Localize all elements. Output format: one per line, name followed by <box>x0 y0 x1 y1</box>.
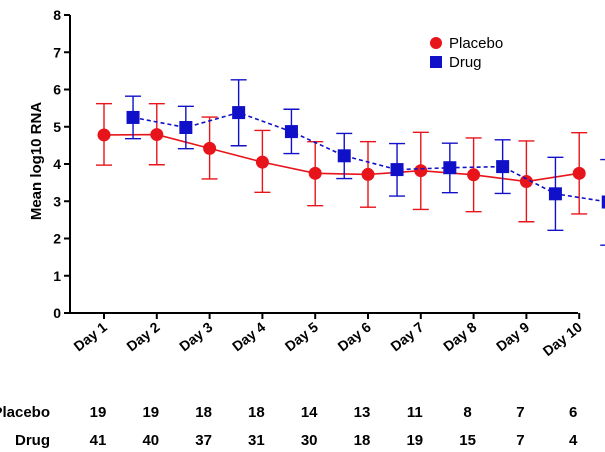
y-tick-label: 7 <box>53 44 61 60</box>
count-row-label: Placebo <box>0 404 50 421</box>
count-cell: 4 <box>569 432 578 449</box>
data-point <box>572 166 586 180</box>
y-tick-label: 5 <box>53 119 61 135</box>
x-tick-label: Day 1 <box>71 319 110 355</box>
series-line <box>103 133 580 183</box>
count-cell: 19 <box>142 404 159 421</box>
data-point <box>284 125 298 139</box>
count-cell: 41 <box>90 432 107 449</box>
y-tick-label: 8 <box>53 7 61 23</box>
count-cell: 18 <box>195 404 212 421</box>
data-point <box>390 163 404 177</box>
y-tick-label: 0 <box>53 305 61 321</box>
series-line <box>132 111 605 203</box>
x-tick-label: Day 6 <box>335 319 374 355</box>
count-cell: 7 <box>516 432 524 449</box>
data-point <box>179 120 193 134</box>
data-point <box>337 149 351 163</box>
x-tick-label: Day 5 <box>282 319 321 355</box>
count-cell: 18 <box>248 404 265 421</box>
y-tick-label: 4 <box>53 156 61 172</box>
x-tick-label: Day 2 <box>123 319 162 355</box>
x-tick-label: Day 4 <box>229 319 268 355</box>
x-axis-ticks: Day 1 Day 2 Day 3 Day 4 Day 5 Day 6 Day 7 Day 8… <box>71 313 586 360</box>
data-point <box>601 195 605 209</box>
data-point <box>150 128 164 142</box>
count-cell: 31 <box>248 432 265 449</box>
count-cell: 6 <box>569 404 577 421</box>
data-point <box>548 187 562 201</box>
legend-marker <box>430 37 442 49</box>
y-tick-label: 2 <box>53 231 61 247</box>
data-point <box>414 164 428 178</box>
count-cell: 7 <box>516 404 524 421</box>
legend-label: Drug <box>449 54 482 71</box>
count-row-label: Drug <box>15 432 50 449</box>
data-point <box>361 167 375 181</box>
count-cell: 19 <box>406 432 423 449</box>
count-cell: 13 <box>354 404 371 421</box>
x-tick-label: Day 10 <box>540 319 586 360</box>
y-tick-label: 3 <box>53 193 61 209</box>
data-point <box>467 168 481 182</box>
count-cell: 18 <box>354 432 371 449</box>
x-tick-label: Day 9 <box>493 319 532 355</box>
counts-table: Placebo 19 19 18 18 14 13 11 8 7 6 Drug 41 40 37 31 30 18… <box>0 404 578 449</box>
y-tick-label: 1 <box>53 268 61 284</box>
count-cell: 11 <box>407 404 423 421</box>
y-tick-label: 6 <box>53 82 61 98</box>
count-cell: 15 <box>459 432 476 449</box>
y-axis-title: Mean log10 RNA <box>28 102 45 221</box>
data-point <box>443 161 457 175</box>
count-cell: 37 <box>195 432 212 449</box>
data-point <box>203 141 217 155</box>
count-cell: 40 <box>142 432 159 449</box>
y-axis-ticks: 0 1 2 3 4 5 6 7 8 <box>53 7 70 321</box>
legend: Placebo Drug <box>430 35 503 71</box>
count-cell: 14 <box>301 404 318 421</box>
data-point <box>496 160 510 174</box>
legend-label: Placebo <box>449 35 503 52</box>
data-point <box>232 106 246 120</box>
data-point <box>126 110 140 124</box>
data-point <box>97 128 111 142</box>
data-point <box>255 155 269 169</box>
count-cell: 8 <box>463 404 471 421</box>
legend-marker <box>430 56 442 68</box>
series-drug <box>125 79 605 246</box>
count-cell: 19 <box>90 404 107 421</box>
count-cell: 30 <box>301 432 318 449</box>
series-layer <box>96 79 605 246</box>
x-tick-label: Day 8 <box>440 319 479 355</box>
data-point <box>519 175 533 189</box>
x-tick-label: Day 3 <box>176 319 215 355</box>
series-placebo <box>96 102 588 223</box>
data-point <box>308 166 322 180</box>
x-tick-label: Day 7 <box>387 319 426 355</box>
